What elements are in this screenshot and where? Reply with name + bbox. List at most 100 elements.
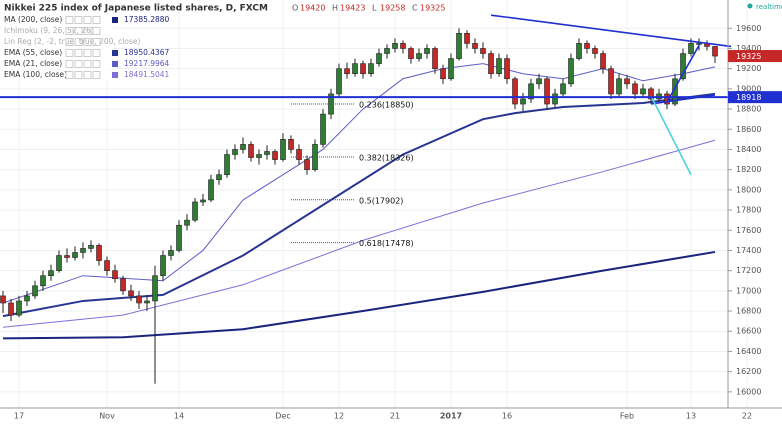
y-tick-label: 16200: [736, 367, 761, 376]
candle-body: [528, 83, 534, 100]
legend-icon: [83, 71, 92, 79]
legend-row-bg: [1, 26, 113, 36]
chart-title: Nikkei 225 index of Japanese listed shar…: [4, 4, 268, 14]
candle-body: [192, 201, 198, 221]
price-box: [728, 50, 782, 63]
y-tick-label: 19200: [736, 64, 761, 73]
candle-body: [560, 83, 566, 95]
indicator-line: [2, 63, 716, 304]
x-tick-label: 22: [742, 412, 752, 421]
ohlc-letter: H: [332, 4, 338, 13]
candle-body: [112, 270, 118, 280]
fib-label: 0.382(18326): [359, 153, 414, 162]
legend-icon: [83, 27, 92, 35]
indicator-line: [2, 250, 716, 340]
price-box-label: 19325: [736, 52, 761, 61]
candle-body: [56, 255, 62, 271]
legend-label: Ichimoku (9, 26, 52, 26): [4, 26, 94, 35]
legend-value: 19217.9964: [124, 59, 170, 68]
candle-body: [272, 151, 278, 160]
legend-icon: [65, 49, 74, 57]
candle-body: [128, 290, 134, 297]
legend-icon: [83, 38, 92, 46]
legend-icon: [74, 38, 83, 46]
candle-body: [408, 48, 414, 59]
y-tick-label: 16800: [736, 307, 761, 316]
legend-icon: [65, 71, 74, 79]
y-tick-label: 16600: [736, 327, 761, 336]
candle-body: [208, 179, 214, 201]
candle-body: [72, 252, 78, 258]
candle-body: [168, 250, 174, 256]
y-tick-label: 18600: [736, 125, 761, 134]
candle-body: [280, 139, 286, 160]
legend-value: 18950.4367: [124, 48, 170, 57]
y-tick-label: 19600: [736, 24, 761, 33]
candle-body: [712, 46, 718, 57]
candle-body: [448, 58, 454, 80]
candle-body: [464, 33, 470, 44]
legend-row-bg: [1, 70, 113, 80]
legend-icon: [83, 49, 92, 57]
legend-value: 18491.5041: [124, 70, 170, 79]
candle-body: [576, 43, 582, 59]
candle-body: [544, 78, 550, 105]
trend-line: [666, 45, 700, 103]
legend-icon: [92, 27, 101, 35]
legend-label: EMA (55, close): [4, 48, 62, 57]
y-tick-label: 18800: [736, 105, 761, 114]
candle-body: [536, 78, 542, 85]
candle-body: [480, 48, 486, 54]
candle-body: [248, 144, 254, 158]
y-tick-label: 16000: [736, 387, 761, 396]
ohlc-letter: O: [292, 4, 298, 13]
ohlc-value: 19420: [300, 4, 325, 13]
candle-body: [64, 255, 70, 258]
legend-row-bg: [1, 37, 113, 47]
legend-icon: [92, 49, 101, 57]
candle-body: [48, 270, 54, 277]
candle-body: [376, 53, 382, 64]
legend-icon: [65, 38, 74, 46]
candle-body: [400, 43, 406, 49]
candle-body: [592, 48, 598, 54]
candle-body: [432, 48, 438, 69]
candle-body: [352, 63, 358, 75]
trend-line: [490, 14, 732, 48]
candle-body: [224, 154, 230, 176]
candle-body: [640, 88, 646, 95]
candle-body: [24, 295, 30, 302]
candle-body: [472, 43, 478, 49]
candle-body: [384, 48, 390, 54]
fib-label: 0.618(17478): [359, 239, 414, 248]
legend-icon: [74, 49, 83, 57]
candle-body: [320, 113, 326, 145]
x-tick-label: 16: [502, 412, 512, 421]
legend-label: EMA (21, close): [4, 59, 62, 68]
candle-body: [600, 53, 606, 69]
legend-swatch: [112, 72, 118, 78]
x-tick-label: 17: [14, 412, 24, 421]
candle-body: [424, 48, 430, 54]
candle-body: [616, 78, 622, 95]
candle-body: [392, 43, 398, 49]
candle-body: [256, 154, 262, 158]
candle-body: [264, 151, 270, 155]
grid: [0, 0, 748, 408]
legend-row-bg: [1, 15, 113, 25]
candle-body: [632, 83, 638, 95]
candle-body: [440, 68, 446, 80]
candle-body: [176, 224, 182, 251]
legend-label: Lin Reg (2, -2, true, true, 200, close): [4, 37, 140, 46]
x-tick-label: 13: [686, 412, 696, 421]
plot: 0.236(18850) 0.382(18326) 0.5(17902) 0.618(…: [0, 14, 732, 384]
y-tick-label: 17000: [736, 286, 761, 295]
ohlc-letter: C: [412, 4, 418, 13]
candle-body: [8, 302, 14, 316]
legend-value: 17385.2880: [124, 15, 170, 24]
y-tick-label: 19400: [736, 44, 761, 53]
legend-row-bg: [1, 48, 113, 58]
candle-body: [0, 295, 6, 304]
candle-body: [32, 285, 38, 297]
